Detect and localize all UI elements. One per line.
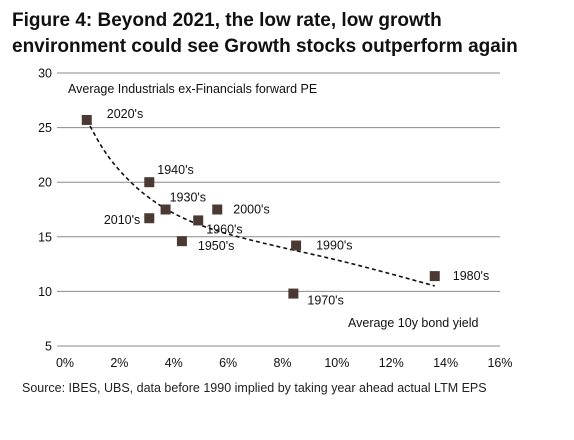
point-label: 1940's xyxy=(157,163,193,177)
x-tick-label: 16% xyxy=(487,356,512,370)
y-tick-label: 30 xyxy=(38,67,52,81)
point-label: 1980's xyxy=(453,269,489,283)
x-tick-labels: 0% 2% 4% 6% 8% 10% 12% 14% 16% xyxy=(56,356,513,370)
point-label: 2000's xyxy=(233,203,269,217)
point-label: 1960's xyxy=(206,222,242,236)
x-tick-label: 14% xyxy=(433,356,458,370)
x-tick-label: 6% xyxy=(219,356,237,370)
point-label: 2020's xyxy=(107,107,143,121)
point-marker xyxy=(81,114,92,125)
point-marker xyxy=(193,215,204,226)
y-tick-label: 25 xyxy=(38,121,52,135)
x-tick-label: 2% xyxy=(110,356,128,370)
point-marker xyxy=(288,288,299,299)
point-markers xyxy=(81,114,440,299)
point-marker xyxy=(144,177,155,188)
point-labels: 2020's 1940's 1930's 2010's 1960's 2000's 1950… xyxy=(104,107,489,308)
point-marker xyxy=(429,271,440,282)
point-marker xyxy=(212,204,223,215)
point-label: 1950's xyxy=(198,239,234,253)
point-label: 2010's xyxy=(104,213,140,227)
point-label: 1990's xyxy=(316,239,352,253)
y-tick-labels: 5 10 15 20 25 30 xyxy=(38,67,52,354)
chart-title-line-2: environment could see Growth stocks outp… xyxy=(12,36,518,57)
source-note: Source: IBES, UBS, data before 1990 impl… xyxy=(22,381,487,395)
x-tick-label: 8% xyxy=(273,356,291,370)
trendline-layer xyxy=(86,119,435,287)
point-label: 1970's xyxy=(307,294,343,308)
x-tick-label: 12% xyxy=(379,356,404,370)
y-tick-label: 5 xyxy=(45,340,52,354)
x-tick-label: 0% xyxy=(56,356,74,370)
x-tick-label: 4% xyxy=(165,356,183,370)
y-tick-label: 10 xyxy=(38,285,52,299)
y-tick-label: 20 xyxy=(38,176,52,190)
grid-lines xyxy=(57,72,500,347)
y-tick-label: 15 xyxy=(38,230,52,244)
scatter-chart: 5 10 15 20 25 30 0% 2% 4% 6% 8% 10% 12% 14% 16% Avera… xyxy=(38,67,513,371)
x-tick-label: 10% xyxy=(324,356,349,370)
trendline xyxy=(86,119,435,287)
y-axis-label: Average Industrials ex-Financials forwar… xyxy=(68,82,317,96)
point-marker xyxy=(176,236,187,247)
chart-title: Figure 4: Beyond 2021, the low rate, low… xyxy=(12,8,562,60)
chart-title-line-1: Figure 4: Beyond 2021, the low rate, low… xyxy=(12,10,442,31)
x-axis-label: Average 10y bond yield xyxy=(348,316,478,330)
point-label: 1930's xyxy=(170,191,206,205)
point-marker xyxy=(291,240,302,251)
point-marker xyxy=(144,213,155,224)
point-marker xyxy=(160,204,171,215)
